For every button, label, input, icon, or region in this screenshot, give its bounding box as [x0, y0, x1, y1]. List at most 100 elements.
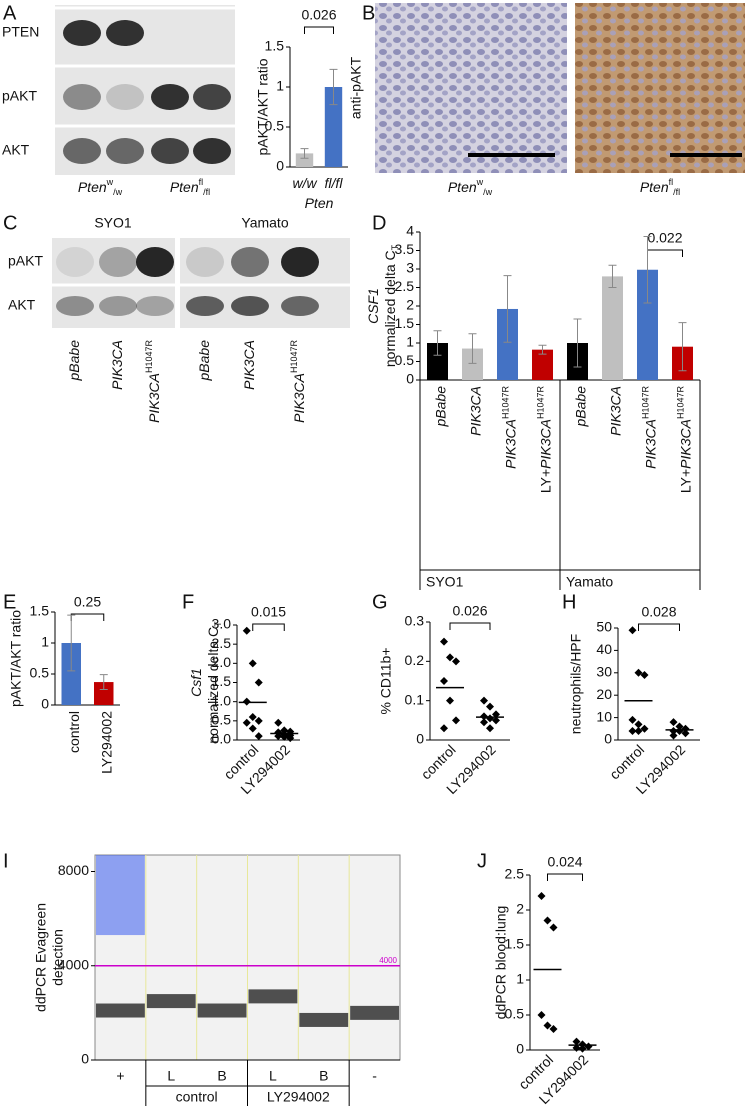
image-label-sub: /fl	[673, 187, 680, 197]
data-point	[486, 702, 494, 711]
data-point	[446, 696, 454, 705]
data-point	[242, 718, 251, 727]
y-tick-label: 0.5	[30, 665, 50, 681]
y-tick-label: 20	[596, 686, 612, 702]
x-tick-label-text: PIK3CA	[607, 386, 623, 436]
negative-cluster	[96, 1003, 145, 1018]
data-point	[242, 626, 251, 635]
y-tick-label: 1	[516, 971, 524, 987]
data-point	[274, 718, 283, 727]
data-point	[480, 696, 488, 705]
x-axis-label: Pten	[305, 195, 334, 211]
image-label-text: Pten	[640, 179, 669, 195]
data-point	[248, 659, 257, 668]
p-value: 0.024	[547, 854, 582, 870]
x-tick-label: -	[372, 1068, 377, 1084]
p-value: 0.015	[251, 604, 286, 620]
data-point	[634, 668, 643, 677]
bar	[94, 682, 114, 705]
y-tick-label: 40	[596, 641, 612, 657]
blot-band	[231, 296, 269, 316]
negative-cluster	[299, 1012, 349, 1027]
data-point	[628, 715, 637, 724]
blot-row-label: AKT	[2, 142, 30, 158]
data-point	[681, 729, 690, 738]
x-tick-label: pBabe	[572, 386, 588, 428]
lane-label: PIK3CAH1047R	[289, 340, 306, 423]
error-bar	[678, 322, 687, 372]
error-bar	[643, 235, 652, 304]
data-point	[675, 722, 684, 731]
x-tick-label-sup: H1047R	[501, 386, 511, 420]
x-tick-label: LY+PIK3CAH1047R	[676, 386, 693, 494]
y-axis-label: % CD11b+	[378, 647, 394, 714]
y-tick-label: 0	[406, 371, 414, 387]
blot-band	[186, 247, 224, 277]
p-value: 0.022	[647, 230, 682, 246]
data-point	[446, 653, 454, 662]
x-tick-label: +	[116, 1068, 124, 1084]
bar	[295, 153, 314, 167]
y-axis-label: detection	[50, 929, 66, 986]
x-axis-label-text: Pten	[305, 195, 334, 211]
x-tick-label: control	[66, 711, 82, 753]
blot-band	[281, 296, 319, 316]
ihc-ylabel: anti-pAKT	[348, 56, 364, 119]
y-tick-label: 50	[596, 619, 612, 635]
data-point	[254, 716, 263, 725]
y-tick-label: 2	[516, 901, 524, 917]
blot-band	[99, 247, 137, 277]
y-tick-label: 0	[516, 1041, 524, 1057]
data-point	[254, 678, 263, 687]
significance-bracket	[547, 873, 583, 881]
y-tick-label: 0.1	[405, 691, 425, 707]
y-axis-label-sub: T	[390, 244, 400, 250]
y-axis-label-pre: normalized delta C	[205, 627, 221, 744]
lane-label-sup: H1047R	[144, 340, 154, 374]
significance-bracket	[252, 623, 285, 631]
x-tick-label: B	[217, 1068, 226, 1084]
lane-label-text: Pten	[170, 179, 199, 195]
data-point	[480, 712, 488, 721]
negative-cluster	[146, 994, 196, 1009]
y-axis-label: ddPCR blood:lung	[493, 906, 509, 1020]
lane-label: Ptenw/w	[78, 177, 123, 197]
x-tick-label-pre: LY+	[537, 469, 553, 493]
bar	[324, 87, 343, 167]
image-label: Ptenfl/fl	[640, 177, 680, 197]
lane-label-sub: /fl	[203, 187, 210, 197]
error-bar	[573, 318, 582, 368]
y-tick-label: 2.5	[212, 635, 232, 651]
bar	[532, 349, 553, 380]
blot-band	[231, 247, 269, 277]
error-bar	[503, 275, 512, 343]
significance-bracket	[449, 622, 491, 630]
x-tick-label: pBabe	[432, 386, 448, 428]
blot-band	[151, 84, 189, 110]
blot-band	[193, 138, 231, 164]
lane-label: PIK3CAH1047R	[144, 340, 161, 423]
panel-letter: J	[477, 850, 487, 872]
y-tick-label: 1	[41, 634, 49, 650]
significance-bracket	[638, 623, 680, 631]
x-tick-label-sup: H1047R	[676, 386, 686, 420]
bar	[462, 348, 483, 380]
data-point	[634, 727, 643, 736]
lane-label-sub: /w	[113, 187, 123, 197]
y-tick-label: 2.0	[212, 654, 232, 670]
y-axis-label-text: Csf1	[188, 668, 204, 697]
y-axis-label-sub: T	[213, 621, 223, 627]
y-tick-label: 1	[406, 334, 414, 350]
x-tick-label-text: PIK3CA	[502, 419, 518, 469]
lane-label: Ptenfl/fl	[170, 177, 210, 197]
lane-label-text: pBabe	[66, 340, 82, 382]
y-tick-label: 3.0	[212, 616, 232, 632]
data-point	[640, 724, 649, 733]
x-tick-label-text: fl/fl	[325, 175, 344, 191]
data-point	[242, 697, 251, 706]
bar	[602, 276, 623, 380]
y-tick-label: 0	[276, 158, 284, 174]
lane-label-text: Pten	[78, 179, 107, 195]
blot-band	[63, 138, 101, 164]
